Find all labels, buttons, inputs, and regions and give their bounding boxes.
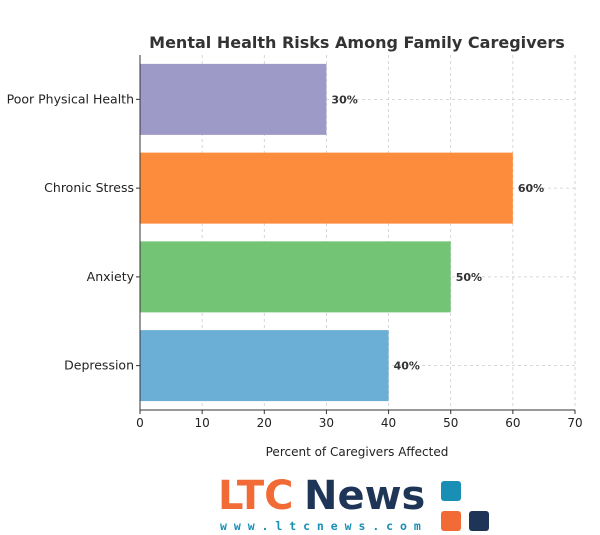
bar-chronic-stress [140, 152, 513, 224]
bar-anxiety [140, 241, 451, 313]
bars: 40% 50% 60% 30% [140, 63, 544, 402]
y-tick-label: Anxiety [87, 269, 135, 284]
bar-poor-physical-health [140, 63, 327, 135]
x-tick-label: 10 [195, 416, 210, 430]
logo-url-text: w w w . l t c n e w s . c o m [220, 519, 421, 533]
logo-square-teal [441, 481, 461, 501]
logo-news-text: News [304, 473, 425, 519]
y-tick-label: Poor Physical Health [7, 91, 134, 106]
logo-square-orange [441, 511, 461, 531]
x-tick-label: 30 [319, 416, 334, 430]
y-tick-label: Chronic Stress [44, 180, 134, 195]
bar-depression [140, 330, 389, 402]
chart-title: Mental Health Risks Among Family Caregiv… [149, 33, 565, 52]
logo-ltc-text: LTC [218, 473, 294, 519]
axes: 0 10 20 30 40 50 60 70 Depression Anxiety Chronic … [7, 55, 583, 430]
bar-value-label: 50% [456, 271, 482, 284]
bar-value-label: 60% [518, 182, 544, 195]
logo-square-navy [469, 511, 489, 531]
bar-value-label: 30% [331, 93, 357, 106]
x-tick-label: 0 [136, 416, 144, 430]
x-tick-label: 70 [567, 416, 582, 430]
bar-chart: Mental Health Risks Among Family Caregiv… [7, 33, 583, 459]
x-tick-label: 20 [257, 416, 272, 430]
x-axis-label: Percent of Caregivers Affected [266, 445, 449, 459]
x-tick-label: 50 [443, 416, 458, 430]
y-tick-label: Depression [64, 358, 134, 373]
x-tick-label: 60 [505, 416, 520, 430]
x-tick-label: 40 [381, 416, 396, 430]
bar-value-label: 40% [394, 360, 420, 373]
